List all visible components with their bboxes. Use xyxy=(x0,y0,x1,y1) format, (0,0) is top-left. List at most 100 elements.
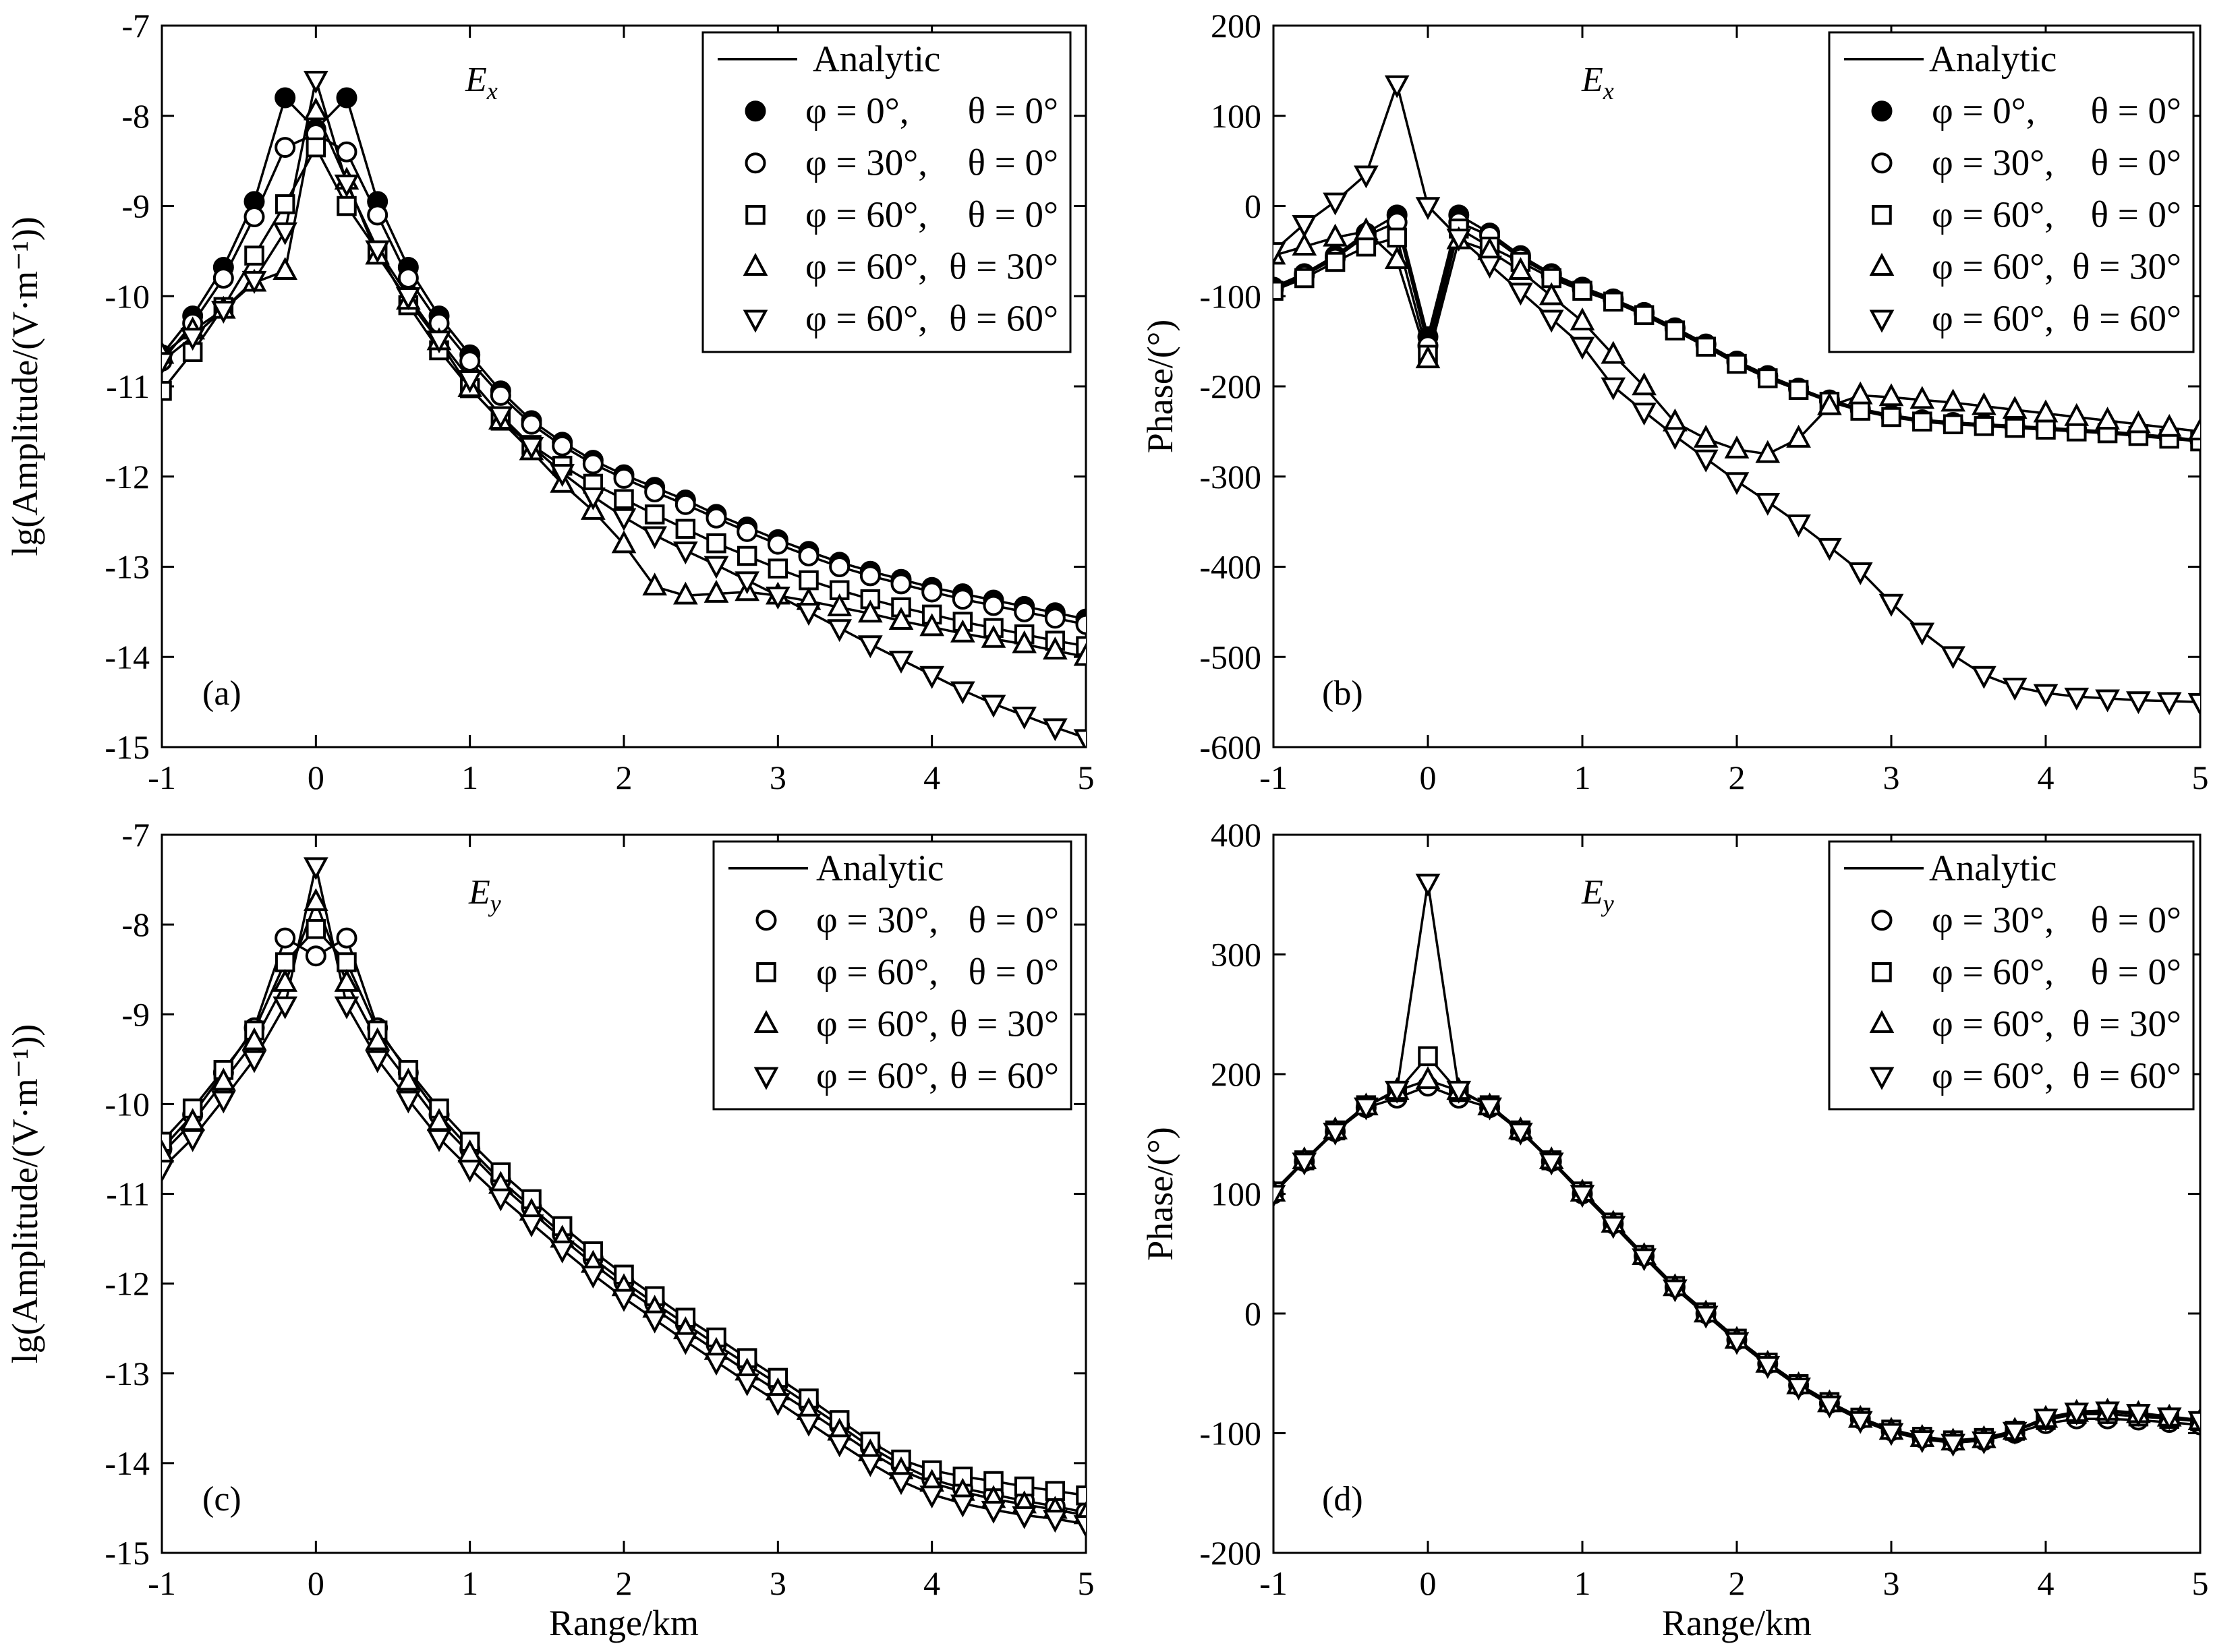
x-tick-label: 4 xyxy=(923,759,940,796)
data-point-s4-21 xyxy=(1909,622,1935,646)
data-point-s3-15 xyxy=(611,1289,637,1312)
legend-theta: θ = 0° xyxy=(969,899,1059,941)
data-point-s1-30 xyxy=(1076,1485,1086,1506)
data-point-s3-9 xyxy=(426,1129,452,1152)
data-point-s1-24 xyxy=(890,573,912,595)
data-point-s4-9 xyxy=(426,330,452,354)
data-point-s3-13 xyxy=(550,1240,575,1264)
data-point-s4-13 xyxy=(550,464,575,488)
plot-area xyxy=(162,71,1086,747)
data-point-s3-20 xyxy=(765,1393,791,1417)
data-point-s2-4 xyxy=(275,194,295,214)
subtitle-subscript: y xyxy=(1601,890,1614,917)
data-point-s1-29 xyxy=(1044,608,1066,629)
panel-subtitle: Ex xyxy=(1581,61,1614,105)
data-point-s3-30 xyxy=(2187,1411,2200,1434)
data-point-s3-5 xyxy=(303,97,328,121)
data-point-s2-3 xyxy=(1356,236,1377,257)
data-point-s2-8 xyxy=(395,1067,421,1091)
x-tick-label: 0 xyxy=(1420,1564,1437,1602)
data-point-s1-7 xyxy=(367,204,389,226)
y-tick-label: 100 xyxy=(1211,1175,1261,1213)
y-tick-label: -15 xyxy=(105,728,150,766)
y-tick-label: -400 xyxy=(1199,548,1261,586)
data-point-s3-22 xyxy=(827,593,853,616)
data-point-s3-9 xyxy=(1539,282,1564,305)
data-point-s1-22 xyxy=(829,556,851,577)
legend-marker-2 xyxy=(1869,1010,1895,1033)
data-point-s3-7 xyxy=(365,1050,391,1073)
data-point-s3-22 xyxy=(1941,388,1965,412)
data-point-s3-28 xyxy=(2126,410,2151,434)
panel-label: (c) xyxy=(202,1480,241,1518)
legend-theta: θ = 0° xyxy=(968,142,1058,183)
data-point-s3-0 xyxy=(1273,1185,1286,1208)
data-point-s3-26 xyxy=(2064,403,2090,426)
data-point-s3-16 xyxy=(1755,1356,1781,1380)
data-point-s2-24 xyxy=(2005,417,2025,438)
data-point-s4-15 xyxy=(1724,472,1750,496)
y-tick-label: -200 xyxy=(1199,367,1261,405)
data-point-s3-18 xyxy=(1817,392,1842,415)
data-point-s4-30 xyxy=(2187,692,2200,716)
data-point-s3-25 xyxy=(919,1485,945,1509)
data-point-s3-17 xyxy=(672,1332,698,1355)
data-point-s4-17 xyxy=(1786,514,1811,538)
legend-phi: φ = 60°, xyxy=(1932,1055,2054,1096)
data-point-s2-0 xyxy=(1273,281,1284,301)
x-tick-label: 5 xyxy=(2192,1564,2209,1602)
x-tick-label: 5 xyxy=(1078,759,1095,796)
data-point-s3-12 xyxy=(1632,1248,1657,1272)
legend: Analytic φ = 30°, θ = 0° φ = 60°, θ = 0° φ = … xyxy=(712,840,1072,1111)
legend-analytic-label: Analytic xyxy=(1929,38,2057,80)
data-point-s4-0 xyxy=(162,352,175,376)
data-point-s1-3 xyxy=(243,206,265,228)
legend-marker-1 xyxy=(1871,152,1893,174)
data-point-s3-23 xyxy=(1972,392,1996,415)
data-point-s3-24 xyxy=(888,1472,914,1496)
data-point-s4-2 xyxy=(210,301,236,324)
x-tick-label: -1 xyxy=(1259,759,1288,796)
subtitle-subscript: x xyxy=(1603,78,1614,105)
data-point-s2-17 xyxy=(1788,380,1809,401)
data-point-s4-29 xyxy=(1042,718,1068,742)
x-tick-label: 1 xyxy=(461,759,478,796)
x-tick-label: 5 xyxy=(2192,759,2209,796)
x-tick-label: 3 xyxy=(1883,759,1900,796)
data-point-s3-16 xyxy=(1755,440,1781,463)
data-point-s3-28 xyxy=(2126,1404,2151,1427)
subtitle-symbol: E xyxy=(1581,61,1603,99)
y-tick-label: -8 xyxy=(121,97,150,135)
data-point-s1-5 xyxy=(306,919,326,939)
panel-label: (a) xyxy=(202,674,241,713)
data-point-s3-13 xyxy=(1663,1279,1688,1303)
legend: Analytic φ = 0°, θ = 0° φ = 30°, θ = 0° φ = 6… xyxy=(701,31,1072,353)
data-point-s2-4 xyxy=(1387,227,1407,248)
data-point-s2-22 xyxy=(1943,414,1963,434)
data-point-s3-7 xyxy=(1477,1097,1502,1121)
data-point-s3-28 xyxy=(1012,1506,1037,1529)
data-point-s4-24 xyxy=(888,651,914,674)
x-tick-label: 1 xyxy=(461,1564,478,1602)
data-point-s4-24 xyxy=(2002,678,2028,701)
x-tick-label: -1 xyxy=(1259,1564,1288,1602)
data-point-s0-4 xyxy=(275,927,296,949)
legend-theta: θ = 30° xyxy=(2072,246,2181,287)
data-point-s4-10 xyxy=(1570,336,1595,360)
data-point-s3-30 xyxy=(1073,643,1086,666)
y-tick-label: -14 xyxy=(105,1444,150,1482)
data-point-s1-6 xyxy=(336,141,357,163)
data-point-s2-18 xyxy=(706,533,726,554)
data-point-s4-12 xyxy=(1632,403,1657,426)
legend-theta: θ = 30° xyxy=(949,246,1058,287)
legend-phi: φ = 60°, xyxy=(1932,298,2054,339)
data-point-s4-28 xyxy=(1012,706,1037,730)
legend-marker-4 xyxy=(1869,309,1895,333)
data-point-s1-12 xyxy=(521,413,542,435)
data-point-s3-11 xyxy=(488,1188,513,1212)
data-point-s3-17 xyxy=(1786,1378,1811,1400)
data-point-s3-23 xyxy=(857,1454,883,1477)
data-point-s4-27 xyxy=(981,695,1006,718)
legend-phi: φ = 60°, xyxy=(816,951,938,993)
data-point-s3-22 xyxy=(827,1434,853,1458)
